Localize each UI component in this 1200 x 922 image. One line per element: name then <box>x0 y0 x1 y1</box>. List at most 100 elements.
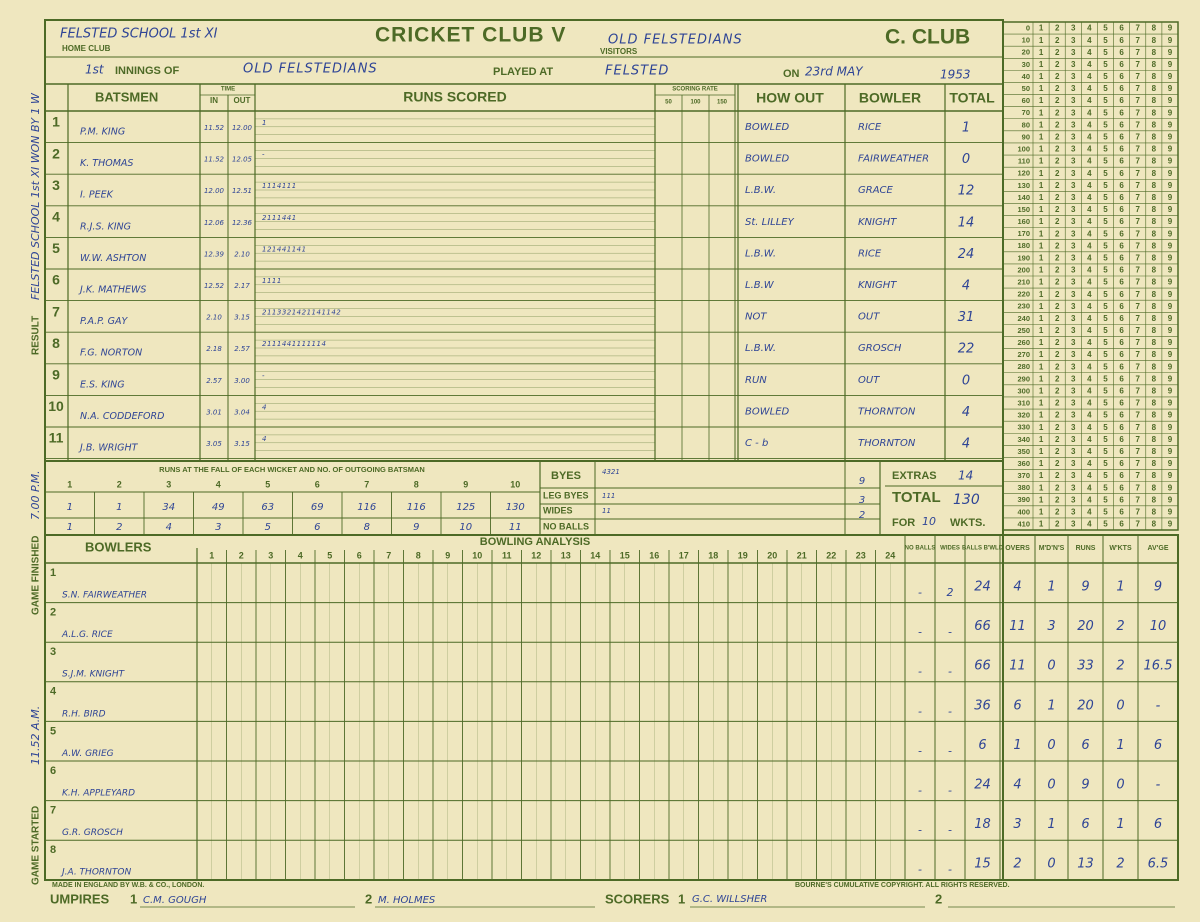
cumulative-digit: 8 <box>1152 338 1157 347</box>
cumulative-digit: 5 <box>1103 133 1108 142</box>
over-number: 9 <box>445 550 450 560</box>
cumulative-digit: 8 <box>1152 96 1157 105</box>
cumulative-digit: 8 <box>1152 302 1157 311</box>
bowler-name: S.J.M. KNIGHT <box>62 670 126 680</box>
cumulative-digit: 1 <box>1039 374 1044 383</box>
cumulative-digit: 2 <box>1055 84 1060 93</box>
cumulative-digit: 6 <box>1119 350 1124 359</box>
bowling-no-balls: - <box>918 824 922 837</box>
cumulative-digit: 2 <box>1055 217 1060 226</box>
cumulative-digit: 5 <box>1103 338 1108 347</box>
fow-wicket: 2 <box>117 479 122 489</box>
cumulative-row: 170 <box>1017 229 1030 238</box>
bowler: THORNTON <box>858 438 916 449</box>
batsman-total: 4 <box>962 279 970 294</box>
cumulative-digit: 6 <box>1119 447 1124 456</box>
cumulative-digit: 6 <box>1119 520 1124 529</box>
cumulative-digit: 1 <box>1039 314 1044 323</box>
bowling-wickets: 1 <box>1116 738 1124 753</box>
bowling-balls: 36 <box>974 698 991 713</box>
cumulative-digit: 3 <box>1071 253 1076 262</box>
cumulative-digit: 4 <box>1087 435 1092 444</box>
cumulative-row: 120 <box>1017 169 1030 178</box>
cumulative-digit: 5 <box>1103 84 1108 93</box>
cumulative-digit: 5 <box>1103 374 1108 383</box>
cumulative-digit: 4 <box>1087 495 1092 504</box>
over-number: 11 <box>502 550 512 560</box>
cumulative-digit: 6 <box>1119 399 1124 408</box>
label: LEG BYES <box>543 490 589 500</box>
column-header: M'D'N'S <box>1039 545 1065 552</box>
bowling-runs: 33 <box>1077 659 1094 674</box>
fow-wicket: 8 <box>414 479 419 489</box>
cumulative-digit: 8 <box>1152 205 1157 214</box>
cumulative-digit: 1 <box>1039 181 1044 190</box>
cumulative-row: 380 <box>1017 483 1030 492</box>
column-header: 100 <box>690 100 701 106</box>
cumulative-digit: 2 <box>1055 145 1060 154</box>
cumulative-digit: 1 <box>1039 72 1044 81</box>
cumulative-digit: 4 <box>1087 399 1092 408</box>
bowling-runs: 13 <box>1077 857 1094 872</box>
bowler-name: R.H. BIRD <box>62 709 106 719</box>
bowling-balls: 24 <box>974 580 991 595</box>
cumulative-digit: 3 <box>1071 399 1076 408</box>
cumulative-digit: 4 <box>1087 48 1092 57</box>
bowling-no-balls: - <box>918 784 922 797</box>
cumulative-digit: 8 <box>1152 507 1157 516</box>
batsman-total: 22 <box>958 342 975 357</box>
fow-runs: 130 <box>506 502 525 513</box>
cumulative-digit: 3 <box>1071 193 1076 202</box>
cumulative-row: 280 <box>1017 362 1030 371</box>
cumulative-digit: 8 <box>1152 423 1157 432</box>
cumulative-digit: 4 <box>1087 290 1092 299</box>
innings-team: OLD FELSTEDIANS <box>243 62 378 77</box>
cumulative-digit: 7 <box>1135 266 1140 275</box>
cumulative-digit: 3 <box>1071 266 1076 275</box>
cumulative-digit: 9 <box>1168 229 1173 238</box>
bowling-wides: - <box>948 626 952 639</box>
cumulative-digit: 2 <box>1055 290 1060 299</box>
bowling-overs: 6 <box>1013 698 1021 713</box>
column-header: BOWLERS <box>85 539 152 554</box>
cumulative-digit: 7 <box>1135 520 1140 529</box>
cumulative-digit: 8 <box>1152 253 1157 262</box>
cumulative-digit: 8 <box>1152 314 1157 323</box>
cumulative-digit: 8 <box>1152 290 1157 299</box>
cumulative-row: 160 <box>1017 217 1030 226</box>
over-number: 22 <box>826 550 836 560</box>
batsman-number: 6 <box>52 272 60 288</box>
cumulative-digit: 8 <box>1152 60 1157 69</box>
cumulative-digit: 6 <box>1119 133 1124 142</box>
over-number: 19 <box>738 550 748 560</box>
cumulative-row: 230 <box>1017 302 1030 311</box>
column-header: BATSMEN <box>95 89 158 104</box>
umpire: M. HOLMES <box>378 895 436 906</box>
cumulative-row: 270 <box>1017 350 1030 359</box>
over-number: 2 <box>239 550 244 560</box>
cumulative-digit: 4 <box>1087 72 1092 81</box>
bowling-wickets: 2 <box>1116 659 1124 674</box>
cumulative-digit: 5 <box>1103 253 1108 262</box>
cumulative-digit: 5 <box>1103 302 1108 311</box>
cumulative-row: 80 <box>1022 120 1030 129</box>
cumulative-digit: 2 <box>1055 411 1060 420</box>
cumulative-digit: 3 <box>1071 217 1076 226</box>
bowler-name: A.W. GRIEG <box>61 749 114 759</box>
cumulative-digit: 3 <box>1071 133 1076 142</box>
cumulative-digit: 6 <box>1119 229 1124 238</box>
bowling-runs: 20 <box>1077 619 1094 634</box>
fow-wicket: 5 <box>265 479 270 489</box>
cumulative-digit: 7 <box>1135 241 1140 250</box>
cumulative-digit: 5 <box>1103 181 1108 190</box>
cumulative-digit: 3 <box>1071 205 1076 214</box>
cumulative-digit: 9 <box>1168 374 1173 383</box>
cumulative-digit: 6 <box>1119 181 1124 190</box>
cumulative-digit: 6 <box>1119 338 1124 347</box>
cumulative-digit: 6 <box>1119 84 1124 93</box>
visitors: OLD FELSTEDIANS <box>608 33 743 48</box>
bowling-runs: 9 <box>1081 580 1089 595</box>
cumulative-digit: 3 <box>1071 229 1076 238</box>
bowler-number: 4 <box>50 686 57 698</box>
cumulative-digit: 3 <box>1071 72 1076 81</box>
